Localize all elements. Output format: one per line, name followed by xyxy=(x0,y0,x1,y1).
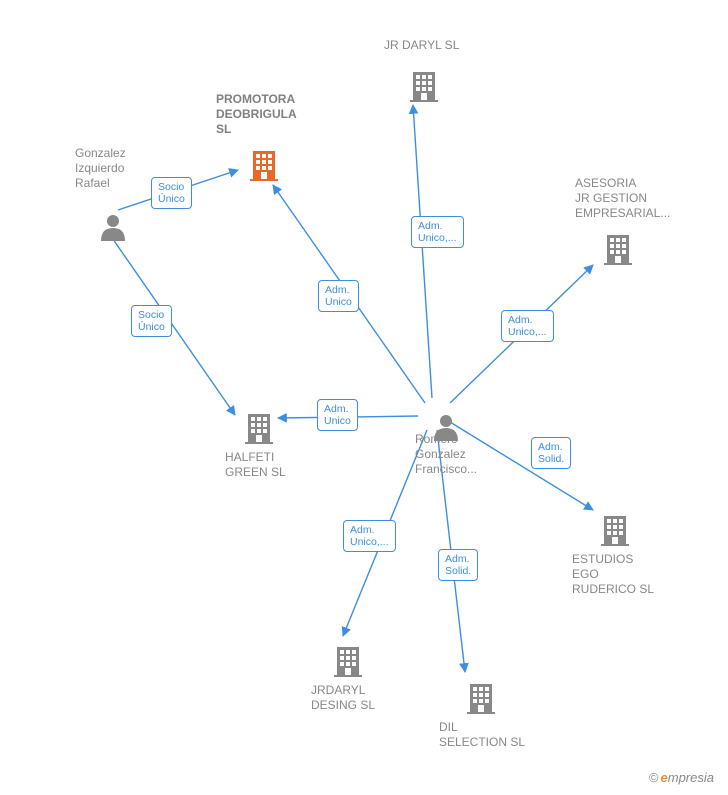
edge-label: Socio Único xyxy=(131,305,172,337)
copyright-symbol: © xyxy=(649,770,659,785)
building-icon[interactable] xyxy=(334,647,362,677)
building-icon[interactable] xyxy=(410,72,438,102)
node-label: PROMOTORA DEOBRIGULA SL xyxy=(216,92,297,137)
node-label: ASESORIA JR GESTION EMPRESARIAL... xyxy=(575,176,670,221)
node-label: ESTUDIOS EGO RUDERICO SL xyxy=(572,552,654,597)
node-label: Gonzalez Izquierdo Rafael xyxy=(75,146,126,191)
node-label: DIL SELECTION SL xyxy=(439,720,525,750)
building-icon[interactable] xyxy=(250,151,278,181)
edge-label: Adm. Unico xyxy=(317,399,358,431)
edge-label: Adm. Unico,... xyxy=(501,310,554,342)
copyright-footer: ©empresia xyxy=(649,770,714,785)
brand-initial: e xyxy=(661,770,668,785)
node-label: JR DARYL SL xyxy=(384,38,459,53)
building-icon[interactable] xyxy=(601,516,629,546)
node-label: HALFETI GREEN SL xyxy=(225,450,286,480)
edge-label: Adm. Solid. xyxy=(438,549,478,581)
person-icon[interactable] xyxy=(101,215,125,241)
edge-label: Adm. Unico,... xyxy=(343,520,396,552)
brand-rest: mpresia xyxy=(668,770,714,785)
edge-label: Adm. Solid. xyxy=(531,437,571,469)
building-icon[interactable] xyxy=(245,414,273,444)
edge-label: Adm. Unico,... xyxy=(411,216,464,248)
building-icon[interactable] xyxy=(604,235,632,265)
edge-line xyxy=(413,105,432,398)
building-icon[interactable] xyxy=(467,684,495,714)
edge-label: Socio Único xyxy=(151,177,192,209)
diagram-canvas xyxy=(0,0,728,795)
node-label: JRDARYL DESING SL xyxy=(311,683,375,713)
node-label: Romero Gonzalez Francisco... xyxy=(415,432,477,477)
edge-label: Adm. Unico xyxy=(318,280,359,312)
